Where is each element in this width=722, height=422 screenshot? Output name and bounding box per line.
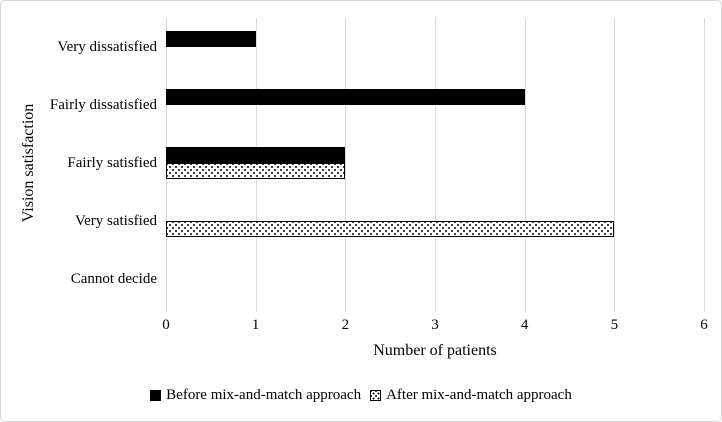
category-label-very-satisfied: Very satisfied	[74, 213, 157, 229]
category-label-fairly-dissatisfied: Fairly dissatisfied	[49, 97, 157, 113]
x-tick-mark-2	[345, 308, 347, 312]
x-tick-label-1: 1	[251, 317, 260, 333]
gridline-x-5	[614, 18, 616, 308]
legend-swatch-dotted-pattern-icon	[370, 390, 382, 401]
category-label-cannot-decide: Cannot decide	[70, 271, 157, 287]
bar-before-fairly-satisfied	[166, 147, 346, 163]
category-label-very-dissatisfied: Very dissatisfied	[57, 39, 157, 55]
x-tick-label-2: 2	[341, 317, 350, 333]
x-tick-mark-1	[255, 308, 257, 312]
gridline-x-3	[435, 18, 436, 308]
bar-after-very-satisfied	[166, 221, 615, 237]
x-tick-label-6: 6	[700, 317, 708, 333]
x-tick-mark-6	[704, 308, 705, 312]
x-tick-label-3: 3	[431, 317, 439, 333]
x-tick-mark-4	[524, 308, 526, 312]
x-tick-label-4: 4	[520, 317, 529, 333]
x-tick-mark-3	[435, 308, 436, 312]
legend-label-before: Before mix-and-match approach	[166, 387, 362, 403]
x-axis-title: Number of patients	[373, 342, 497, 359]
bar-before-very-dissatisfied	[166, 31, 256, 47]
category-label-fairly-satisfied: Fairly satisfied	[67, 155, 157, 171]
legend: Before mix-and-match approach After mix-…	[1, 387, 721, 404]
gridline-x-4	[524, 18, 526, 308]
x-tick-label-0: 0	[162, 317, 170, 333]
legend-item-before: Before mix-and-match approach	[150, 387, 361, 404]
x-tick-mark-0	[166, 308, 167, 312]
legend-swatch-solid-black-icon	[150, 390, 162, 401]
bar-after-fairly-satisfied	[166, 163, 346, 179]
x-tick-mark-5	[614, 308, 616, 312]
y-axis-title: Vision satisfaction	[20, 103, 37, 223]
x-tick-label-5: 5	[610, 317, 619, 333]
bar-before-fairly-dissatisfied	[166, 89, 525, 105]
gridline-x-6	[704, 18, 705, 308]
legend-label-after: After mix-and-match approach	[386, 387, 572, 403]
legend-item-after: After mix-and-match approach	[370, 387, 572, 404]
gridline-x-2	[345, 18, 347, 308]
